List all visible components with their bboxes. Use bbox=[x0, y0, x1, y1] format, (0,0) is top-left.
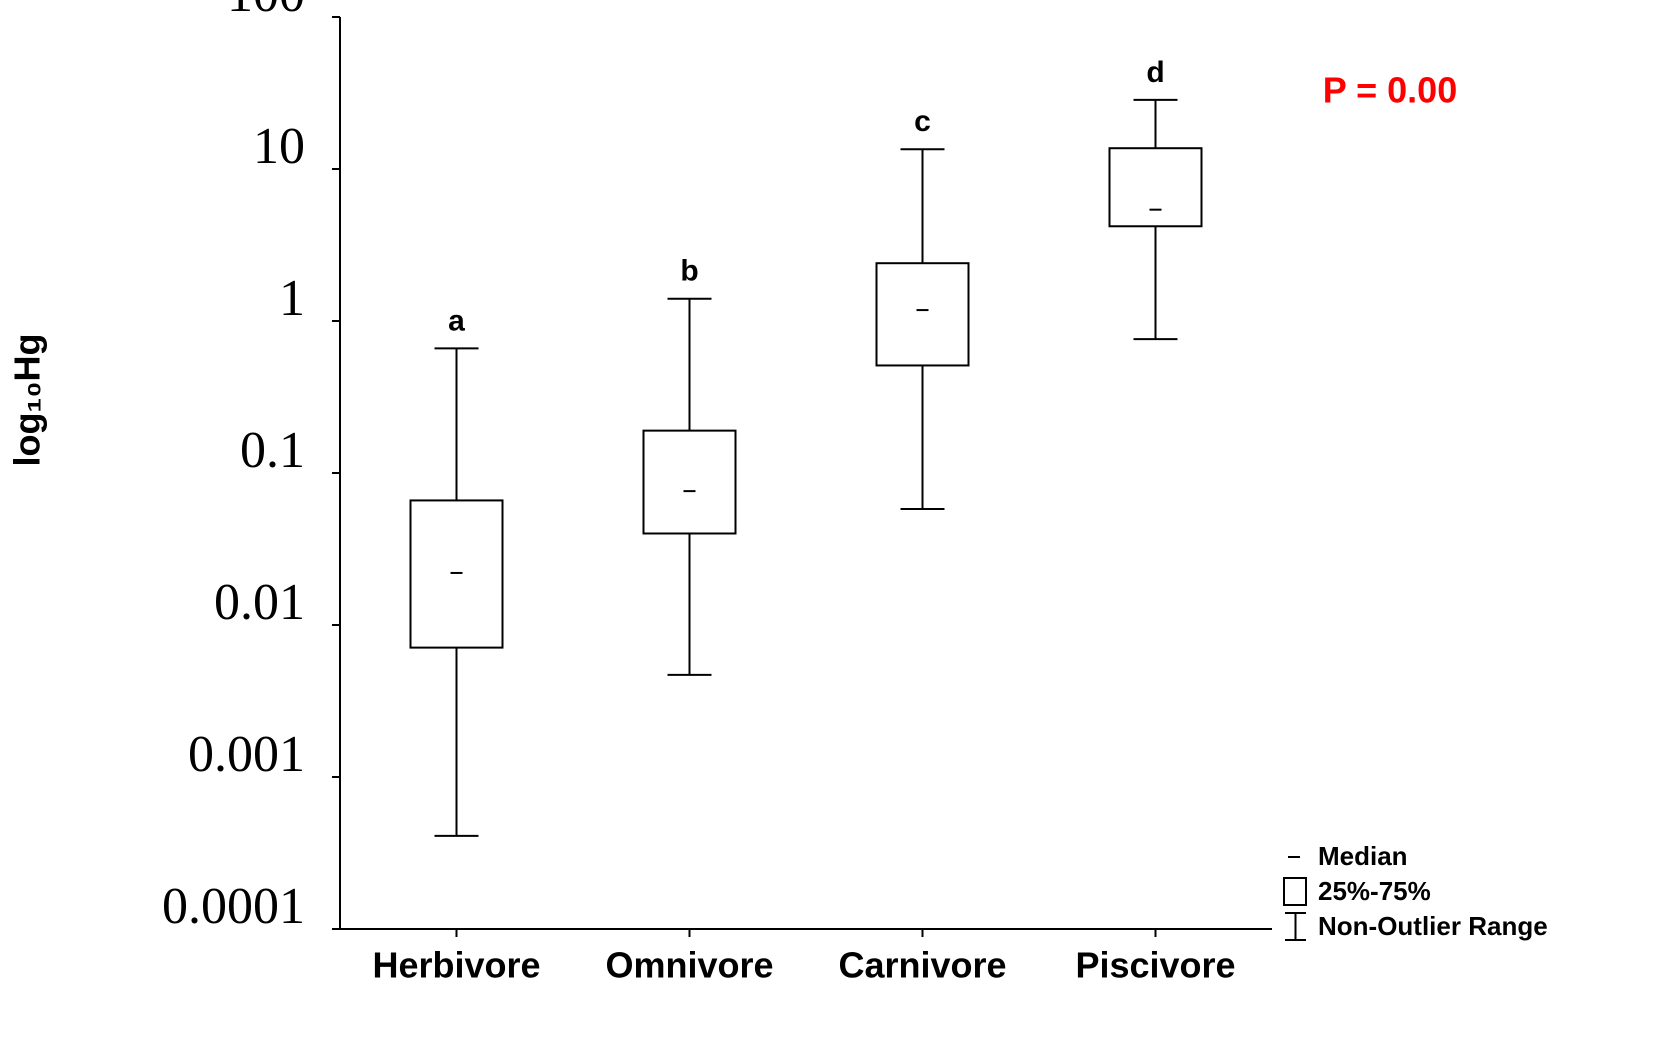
x-tick-label: Carnivore bbox=[838, 945, 1006, 986]
box bbox=[642, 429, 737, 535]
y-tick-label: 0.1 bbox=[240, 422, 305, 479]
legend-label: Median bbox=[1318, 841, 1408, 871]
group-letter: c bbox=[914, 105, 931, 138]
group-letter: b bbox=[680, 255, 698, 288]
x-tick-label: Piscivore bbox=[1075, 945, 1235, 986]
y-tick-label: 0.0001 bbox=[162, 878, 305, 935]
box bbox=[1108, 147, 1203, 228]
y-tick-label: 1 bbox=[279, 270, 305, 327]
y-tick-label: 10 bbox=[253, 118, 305, 175]
group-letter: a bbox=[448, 304, 465, 337]
group-letter: d bbox=[1146, 56, 1164, 89]
y-axis-label: log₁₀Hg bbox=[7, 333, 48, 466]
legend-label: 25%-75% bbox=[1318, 876, 1431, 906]
legend-box-symbol bbox=[1283, 877, 1307, 906]
legend-whisker-symbol bbox=[1285, 912, 1306, 941]
box bbox=[875, 262, 970, 367]
y-tick-label: 0.001 bbox=[188, 726, 305, 783]
y-tick-label: 0.01 bbox=[214, 574, 305, 631]
y-tick-label: 100 bbox=[227, 0, 305, 23]
legend-label: Non-Outlier Range bbox=[1318, 911, 1548, 941]
x-tick-label: Herbivore bbox=[372, 945, 540, 986]
box bbox=[409, 499, 504, 649]
annotation: P = 0.00 bbox=[1323, 70, 1457, 111]
x-tick-label: Omnivore bbox=[605, 945, 773, 986]
